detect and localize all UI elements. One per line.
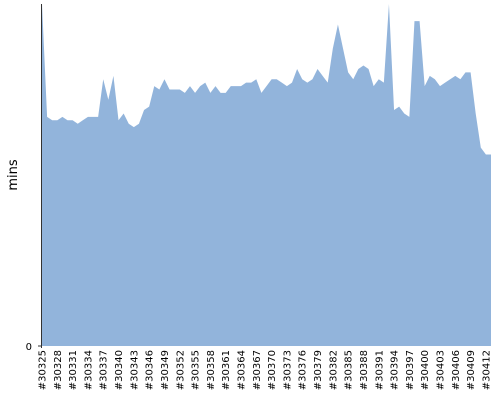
x-tick-label: #30334 — [83, 350, 94, 390]
x-tick-label: #30412 — [481, 350, 492, 390]
x-tick-label: #30364 — [236, 350, 247, 390]
x-tick-label: #30391 — [374, 350, 385, 390]
x-tick-label: #30358 — [206, 350, 217, 390]
x-tick-label: #30379 — [313, 350, 324, 390]
x-tick-label: #30370 — [267, 350, 278, 390]
x-tick-label: #30343 — [129, 350, 140, 390]
x-tick-label: #30382 — [328, 350, 339, 390]
x-tick-label: #30376 — [298, 350, 309, 390]
y-axis-title: mins — [6, 159, 21, 191]
plot-area — [42, 4, 491, 346]
x-axis-labels: #30325 #30328 #30331 #30334 #30337 #30340 #303… — [38, 350, 493, 390]
x-tick-label: #30406 — [451, 350, 462, 390]
x-tick-label: #30385 — [344, 350, 355, 390]
x-tick-label: #30349 — [160, 350, 171, 390]
x-tick-label: #30352 — [175, 350, 186, 390]
x-tick-label: #30328 — [53, 350, 64, 390]
y-axis-ticks: 0 — [26, 342, 42, 353]
x-tick-label: #30337 — [99, 350, 110, 390]
x-tick-label: #30325 — [38, 350, 49, 390]
x-tick-label: #30355 — [191, 350, 202, 390]
y-tick-label: 0 — [26, 342, 32, 353]
x-tick-label: #30394 — [390, 350, 401, 390]
x-tick-label: #30340 — [114, 350, 125, 390]
x-tick-label: #30397 — [405, 350, 416, 390]
x-tick-label: #30400 — [420, 350, 431, 390]
x-tick-label: #30373 — [282, 350, 293, 390]
x-tick-label: #30367 — [252, 350, 263, 390]
series-area — [42, 4, 491, 346]
x-tick-label: #30388 — [359, 350, 370, 390]
x-tick-label: #30331 — [68, 350, 79, 390]
x-tick-label: #30346 — [145, 350, 156, 390]
x-tick-label: #30409 — [466, 350, 477, 390]
x-tick-label: #30361 — [221, 350, 232, 390]
x-tick-label: #30403 — [435, 350, 446, 390]
